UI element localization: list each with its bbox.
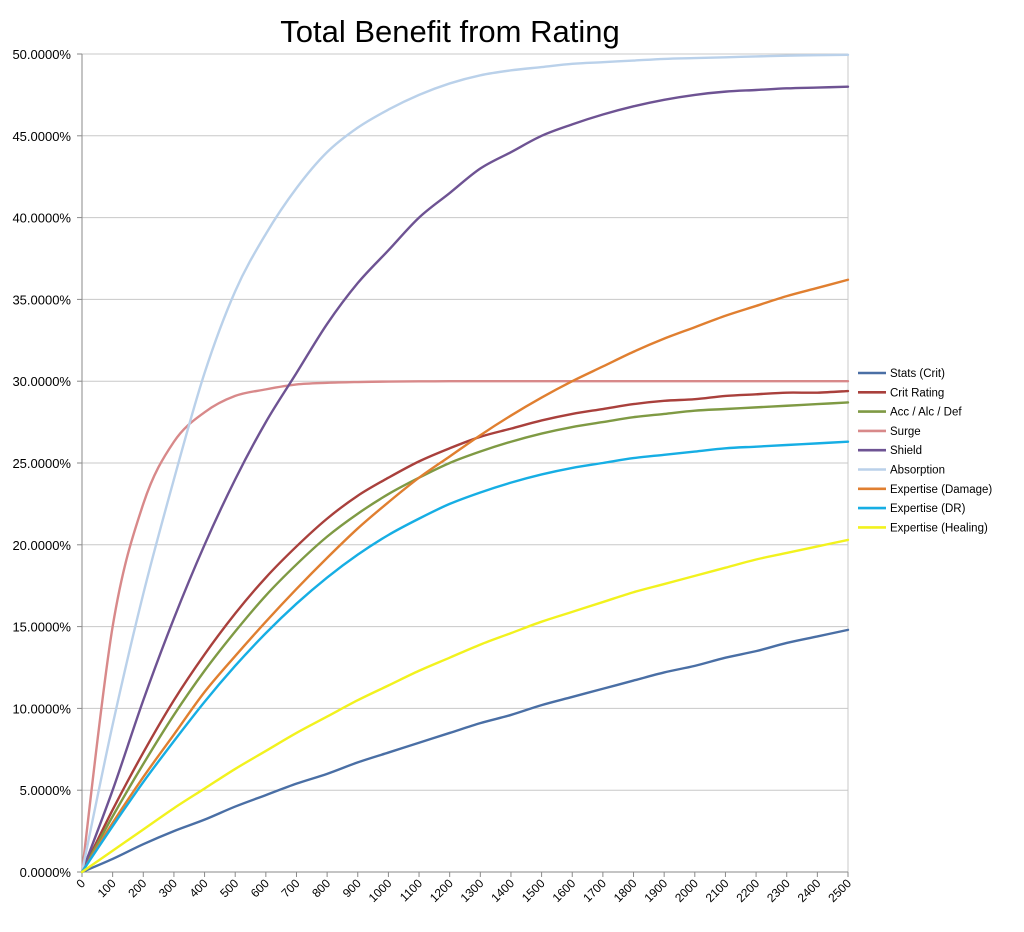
chart-title: Total Benefit from Rating (280, 14, 619, 49)
axes (77, 53, 849, 877)
x-tick-label: 200 (125, 876, 149, 900)
y-tick-label: 20.0000% (12, 538, 71, 553)
y-tick-label: 5.0000% (20, 783, 72, 798)
x-tick-label: 2000 (672, 876, 701, 905)
legend-label-stats-crit: Stats (Crit) (890, 368, 945, 380)
legend-label-surge: Surge (890, 426, 921, 438)
x-tick-label: 400 (187, 876, 211, 900)
legend-label-absorption: Absorption (890, 465, 945, 477)
x-tick-label: 800 (309, 876, 333, 900)
x-tick-label: 1200 (427, 876, 456, 905)
y-tick-label: 0.0000% (20, 865, 72, 880)
y-tick-label: 15.0000% (12, 620, 71, 635)
y-tick-label: 40.0000% (12, 211, 71, 226)
series-line-stats-crit (80, 628, 850, 874)
legend: Stats (Crit) Crit Rating Acc / Alc / Def Su… (858, 368, 992, 534)
x-tick-label: 100 (95, 876, 119, 900)
series-line-surge (80, 379, 850, 874)
x-tick-label: 1800 (611, 876, 640, 905)
y-tick-label: 10.0000% (12, 701, 71, 716)
x-tick-label: 600 (248, 876, 272, 900)
x-tick-label: 900 (340, 876, 364, 900)
x-tick-label: 1900 (641, 876, 670, 905)
y-tick-label: 30.0000% (12, 374, 71, 389)
x-axis-ticks: 0 100 200 300 400 500 600 700 800 900 1000 1100 1200… (73, 876, 854, 905)
y-tick-label: 35.0000% (12, 292, 71, 307)
x-tick-label: 700 (279, 876, 303, 900)
x-tick-label: 1400 (488, 876, 517, 905)
y-tick-label: 25.0000% (12, 456, 71, 471)
x-tick-label: 2200 (733, 876, 762, 905)
series-line-absorption (80, 53, 850, 874)
legend-label-acc-alc-def: Acc / Alc / Def (890, 407, 962, 419)
x-tick-label: 1700 (580, 876, 609, 905)
legend-label-expertise-damage: Expertise (Damage) (890, 484, 992, 496)
series-line-crit-rating (80, 389, 850, 874)
x-tick-label: 2300 (764, 876, 793, 905)
y-axis-ticks: 0.0000% 5.0000% 10.0000% 15.0000% 20.0000% 25… (12, 47, 71, 880)
series-line-expertise-dr (80, 440, 850, 874)
x-tick-label: 1600 (550, 876, 579, 905)
legend-label-crit-rating: Crit Rating (890, 387, 944, 399)
x-tick-label: 1100 (397, 876, 425, 904)
x-tick-label: 2100 (703, 876, 732, 905)
x-tick-label: 1000 (366, 876, 395, 905)
legend-label-shield: Shield (890, 445, 922, 457)
x-tick-label: 2400 (795, 876, 824, 905)
y-tick-label: 45.0000% (12, 129, 71, 144)
grid (82, 53, 849, 872)
x-tick-label: 0 (73, 876, 88, 891)
series-lines (80, 53, 850, 874)
series-line-acc-alc-def (80, 401, 850, 874)
legend-label-expertise-healing: Expertise (Healing) (890, 522, 988, 534)
series-line-expertise-damage (80, 278, 850, 874)
x-tick-label: 300 (156, 876, 180, 900)
x-tick-label: 1300 (458, 876, 487, 905)
series-line-shield (80, 85, 850, 874)
x-tick-label: 500 (217, 876, 241, 900)
legend-label-expertise-dr: Expertise (DR) (890, 503, 966, 515)
x-tick-label: 1500 (519, 876, 548, 905)
y-tick-label: 50.0000% (12, 47, 71, 62)
x-tick-label: 2500 (825, 876, 854, 905)
series-line-expertise-healing (80, 538, 850, 874)
